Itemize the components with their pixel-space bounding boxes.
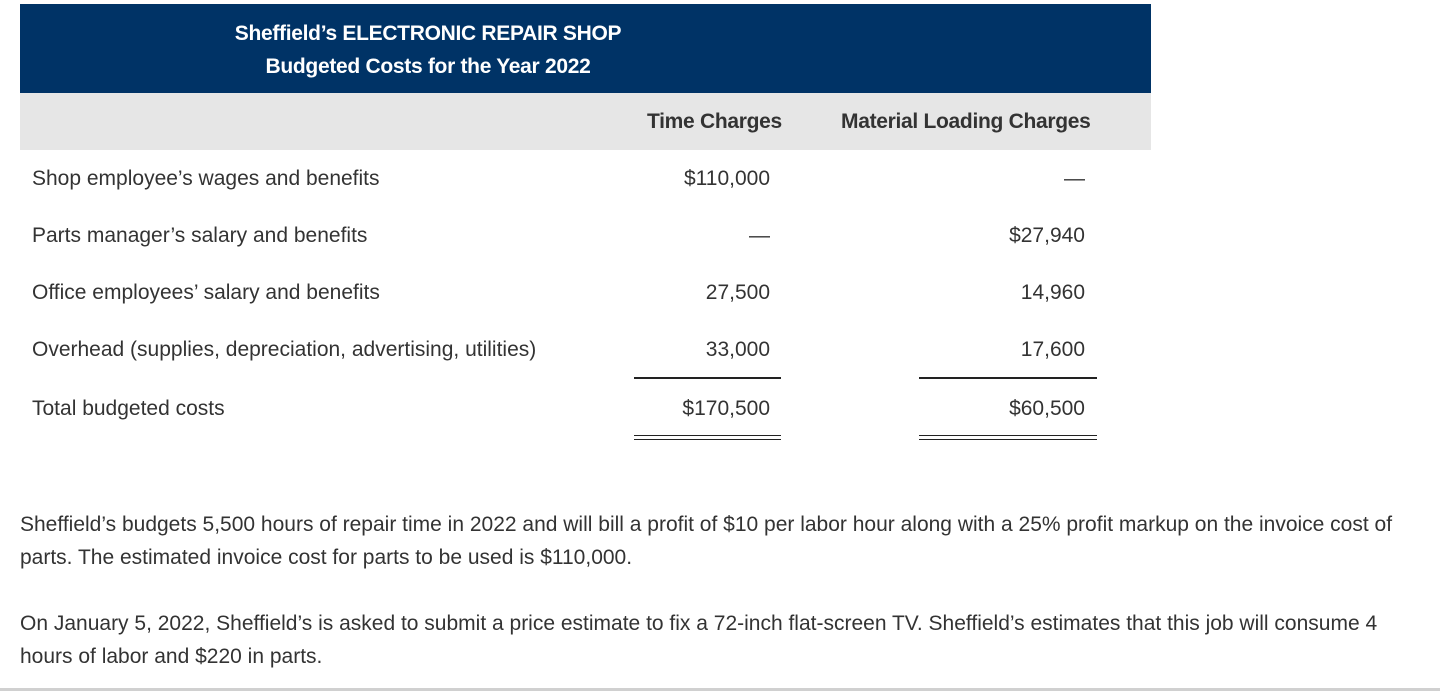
table-row: Shop employee’s wages and benefits $110,… <box>0 167 1451 197</box>
column-header-row: Time Charges Material Loading Charges <box>20 93 1151 150</box>
row-label: Shop employee’s wages and benefits <box>32 167 380 190</box>
table-header: Sheffield’s ELECTRONIC REPAIR SHOP Budge… <box>20 4 1151 93</box>
table-row: Office employees’ salary and benefits 27… <box>0 281 1451 311</box>
material-charge-value: $27,940 <box>1009 224 1085 247</box>
total-double-rule-time <box>634 435 781 440</box>
material-charge-value: — <box>1064 167 1085 190</box>
column-header-time-charges: Time Charges <box>647 110 782 133</box>
time-charge-value: — <box>749 224 770 247</box>
total-double-rule-material <box>919 435 1097 440</box>
row-label: Total budgeted costs <box>32 397 225 420</box>
time-charge-value: 27,500 <box>705 281 770 304</box>
budget-paragraph: Sheffield’s budgets 5,500 hours of repai… <box>20 513 1393 569</box>
bottom-divider <box>0 688 1440 691</box>
subtotal-rule-time <box>634 377 781 379</box>
time-charge-value: $110,000 <box>683 167 770 190</box>
time-charge-value: 33,000 <box>705 338 770 361</box>
material-charge-value: 14,960 <box>1020 281 1085 304</box>
table-title: Sheffield’s ELECTRONIC REPAIR SHOP <box>234 22 622 45</box>
table-row: Parts manager’s salary and benefits — $2… <box>0 224 1451 254</box>
material-charge-value: 17,600 <box>1020 338 1085 361</box>
table-row-total: Total budgeted costs $170,500 $60,500 <box>0 397 1451 427</box>
table-subtitle: Budgeted Costs for the Year 2022 <box>265 55 591 78</box>
estimate-paragraph: On January 5, 2022, Sheffield’s is asked… <box>20 612 1378 668</box>
row-label: Parts manager’s salary and benefits <box>32 224 368 247</box>
row-label: Office employees’ salary and benefits <box>32 281 380 304</box>
material-charge-total: $60,500 <box>1009 397 1085 420</box>
time-charge-total: $170,500 <box>682 397 770 420</box>
column-header-material-loading-charges: Material Loading Charges <box>841 110 1091 133</box>
table-row: Overhead (supplies, depreciation, advert… <box>0 338 1451 368</box>
subtotal-rule-material <box>919 377 1097 379</box>
row-label: Overhead (supplies, depreciation, advert… <box>32 338 537 361</box>
